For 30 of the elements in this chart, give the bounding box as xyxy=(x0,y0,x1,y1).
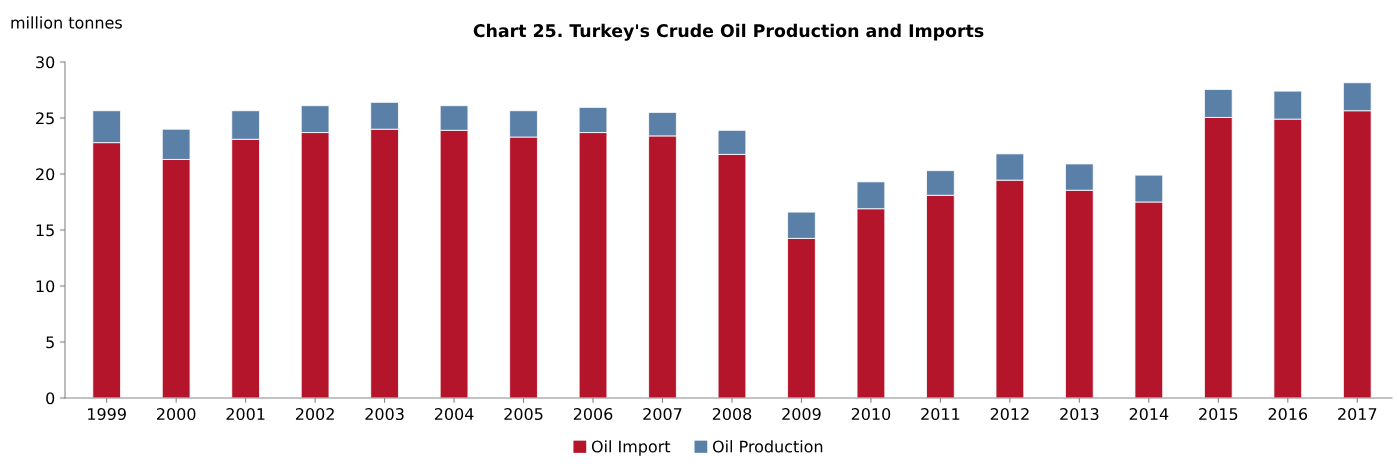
y-tick-label: 0 xyxy=(46,392,55,405)
x-tick-label: 2002 xyxy=(295,408,334,421)
x-tick-label: 2017 xyxy=(1338,408,1377,421)
x-tick-label: 2016 xyxy=(1268,408,1308,421)
chart-title: Chart 25. Turkey's Crude Oil Production and Imports xyxy=(473,23,984,41)
legend-label: Oil Production xyxy=(712,440,823,453)
x-tick-label: 2015 xyxy=(1199,408,1238,421)
x-tick-label: 2005 xyxy=(504,408,543,421)
x-tick-label: 2014 xyxy=(1129,408,1169,421)
x-tick-label: 1999 xyxy=(88,408,126,421)
x-tick-label: 2003 xyxy=(365,408,404,421)
x-tick-label: 2009 xyxy=(782,408,821,421)
x-tick-label: 2008 xyxy=(712,408,752,421)
x-tick-label: 2007 xyxy=(643,408,682,421)
x-tick-label: 2013 xyxy=(1060,408,1099,421)
x-tick-label: 2012 xyxy=(990,408,1029,421)
y-tick-label: 15 xyxy=(36,224,54,237)
x-tick-label: 2001 xyxy=(226,408,265,421)
x-tick-label: 2000 xyxy=(157,408,196,421)
y-tick-label: 20 xyxy=(36,168,55,181)
y-tick-label: 30 xyxy=(36,56,55,69)
x-tick-label: 2006 xyxy=(573,408,613,421)
x-tick-label: 2010 xyxy=(851,408,891,421)
y-tick-label: 5 xyxy=(46,336,54,349)
legend-label: Oil Import xyxy=(591,440,671,456)
y-tick-label: 25 xyxy=(36,112,54,125)
x-tick-label: 2011 xyxy=(921,408,960,421)
y-tick-label: 10 xyxy=(36,280,55,293)
x-tick-label: 2004 xyxy=(434,408,474,421)
y-axis-title: million tonnes xyxy=(11,16,122,29)
